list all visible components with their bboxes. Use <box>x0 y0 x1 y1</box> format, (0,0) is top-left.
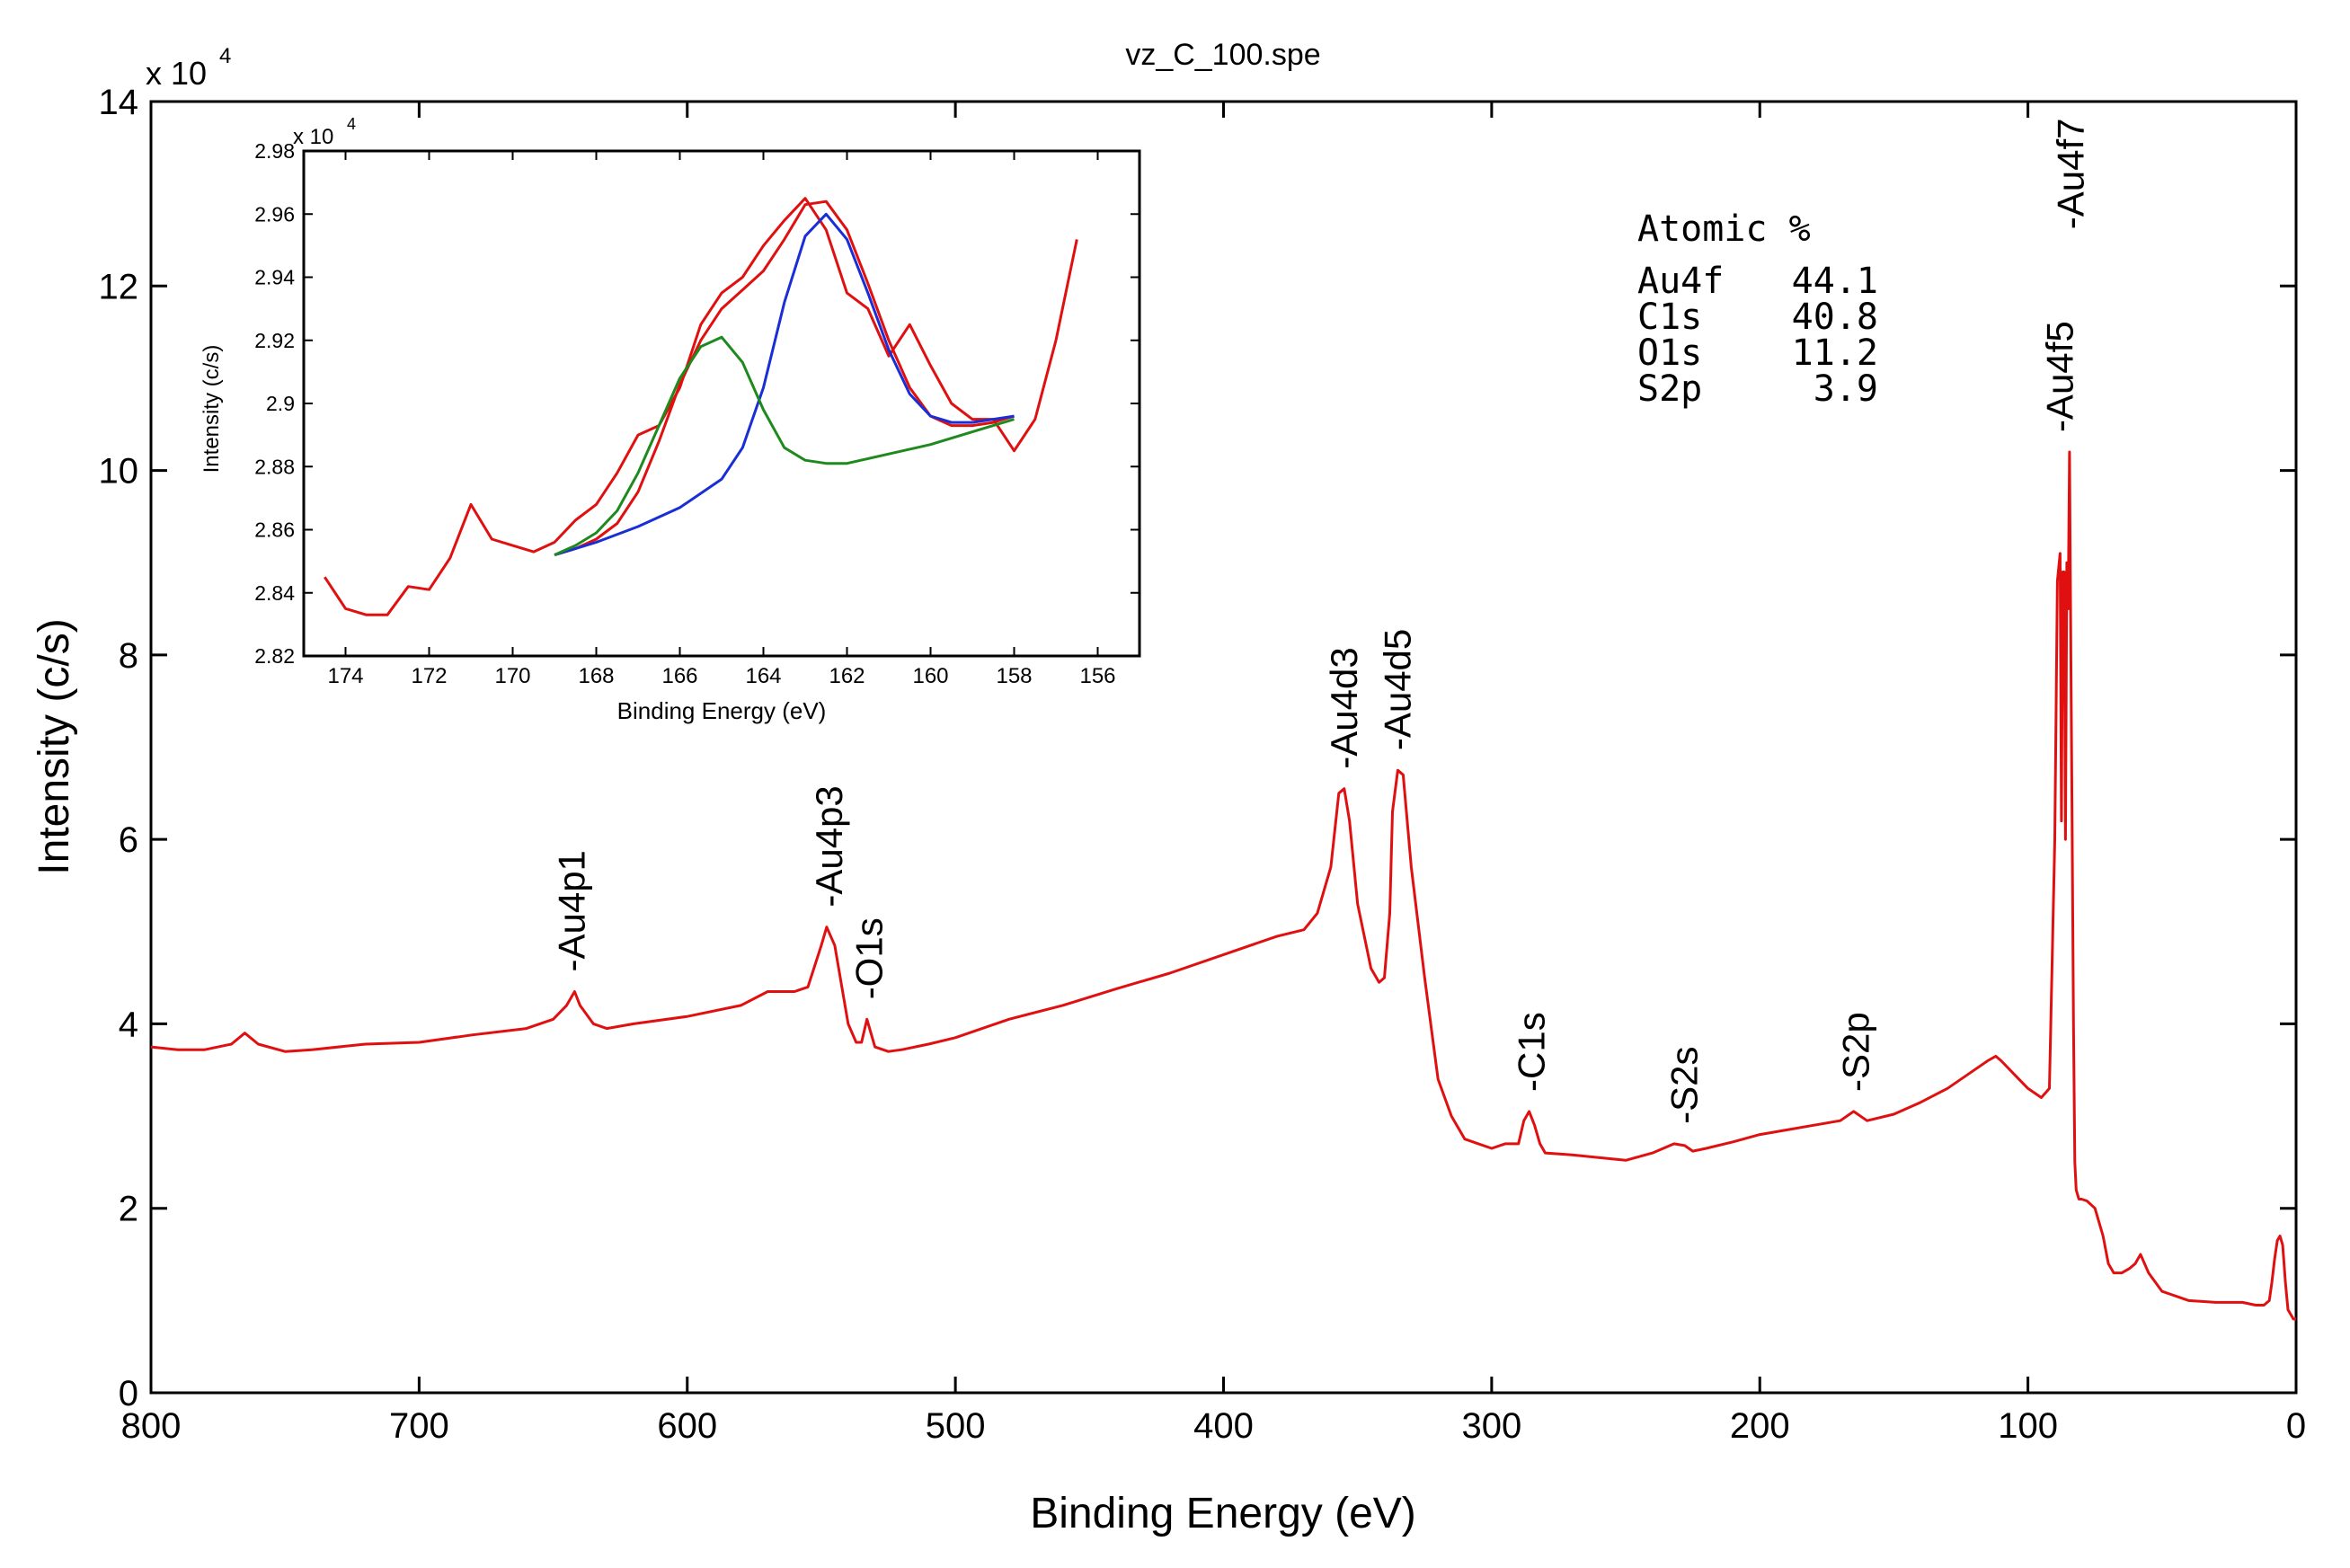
inset-x-tick-label: 168 <box>578 664 614 688</box>
atomic-percent-table: Atomic % Au4f 44.1 C1s 40.8 O1s 11.2 S2p… <box>1637 208 1878 410</box>
inset-y-multiplier: x 10 <box>293 125 333 149</box>
peak-label: -Au4d3 <box>1323 647 1365 768</box>
inset-axis-ticks: 174 172 170 168 166 164 162 160 158 156 2.82 2.84 2.… <box>254 139 1140 688</box>
inset-x-tick-label: 164 <box>745 664 781 688</box>
y-tick-label: 14 <box>99 83 139 122</box>
y-tick-label: 8 <box>119 636 138 676</box>
x-tick-label: 300 <box>1462 1406 1522 1446</box>
y-tick-label: 4 <box>119 1005 138 1044</box>
main-y-multiplier-exponent: 4 <box>219 44 231 68</box>
inset-x-tick-label: 160 <box>912 664 948 688</box>
inset-y-tick-label: 2.92 <box>254 329 295 352</box>
inset-y-multiplier-exponent: 4 <box>347 115 356 133</box>
inset-x-tick-label: 174 <box>327 664 363 688</box>
inset-x-tick-label: 172 <box>411 664 447 688</box>
atomic-row-element: S2p <box>1637 368 1702 410</box>
peak-label: -Au4f5 <box>2038 321 2080 432</box>
inset-raw-line <box>324 197 1078 616</box>
y-tick-label: 6 <box>119 820 138 860</box>
inset-component-1-line <box>554 212 1015 557</box>
inset-y-tick-label: 2.88 <box>254 455 295 478</box>
x-tick-label: 500 <box>926 1406 986 1446</box>
atomic-row-value: 11.2 <box>1792 332 1878 374</box>
inset-plot: Binding Energy (eV) Intensity (c/s) x 10… <box>200 115 1141 724</box>
atomic-table-title: Atomic % <box>1637 208 1811 250</box>
atomic-row-element: Au4f <box>1637 261 1724 302</box>
peak-label: -Au4d5 <box>1376 629 1418 750</box>
peak-label: -O1s <box>848 917 891 999</box>
x-tick-label: 0 <box>2286 1406 2306 1446</box>
atomic-row-value: 40.8 <box>1792 297 1878 338</box>
inset-x-tick-label: 166 <box>661 664 697 688</box>
peak-label: -Au4p3 <box>808 785 850 907</box>
main-plot: vz_C_100.spe Binding Energy (eV) Intensi… <box>31 38 2306 1537</box>
peak-labels: -Au4p1 -Au4p3 -O1s -Au4d3 -Au4d5 -C1s -S2s -S2p… <box>550 118 2091 1123</box>
x-tick-label: 200 <box>1730 1406 1790 1446</box>
x-tick-label: 700 <box>389 1406 449 1446</box>
x-tick-label: 800 <box>121 1406 182 1446</box>
inset-y-tick-label: 2.98 <box>254 139 295 163</box>
y-tick-label: 0 <box>119 1374 138 1413</box>
peak-label: -Au4f7 <box>2049 118 2091 229</box>
main-series-group <box>150 450 2296 1321</box>
survey-spectrum-line <box>150 450 2296 1321</box>
inset-x-tick-label: 162 <box>829 664 865 688</box>
peak-label: -Au4p1 <box>550 850 592 971</box>
main-axis-ticks: 800 700 600 500 400 300 200 100 0 0 2 4 6 8 10 12 14 <box>99 83 2307 1446</box>
y-tick-label: 2 <box>119 1190 138 1229</box>
atomic-row-value: 44.1 <box>1792 261 1878 302</box>
peak-label: -S2p <box>1835 1012 1877 1092</box>
x-tick-label: 100 <box>1998 1406 2058 1446</box>
inset-y-tick-label: 2.96 <box>254 202 295 226</box>
inset-y-tick-label: 2.82 <box>254 644 295 668</box>
inset-x-axis-label: Binding Energy (eV) <box>617 697 827 724</box>
inset-component-2-line <box>554 335 1015 556</box>
inset-x-tick-label: 156 <box>1079 664 1115 688</box>
inset-y-axis-label: Intensity (c/s) <box>200 345 224 474</box>
inset-x-tick-label: 170 <box>494 664 530 688</box>
main-x-axis-label: Binding Energy (eV) <box>1030 1490 1416 1537</box>
atomic-row-element: C1s <box>1637 297 1702 338</box>
inset-y-tick-label: 2.84 <box>254 581 295 605</box>
x-tick-label: 400 <box>1193 1406 1254 1446</box>
inset-y-tick-label: 2.86 <box>254 518 295 542</box>
x-tick-label: 600 <box>657 1406 717 1446</box>
main-title: vz_C_100.spe <box>1125 38 1320 72</box>
inset-y-tick-label: 2.94 <box>254 266 295 289</box>
main-y-multiplier: x 10 <box>146 55 207 92</box>
inset-y-tick-label: 2.9 <box>266 392 295 415</box>
y-tick-label: 12 <box>99 267 139 306</box>
peak-label: -S2s <box>1663 1047 1706 1124</box>
inset-series-group <box>324 197 1078 616</box>
inset-x-tick-label: 158 <box>996 664 1032 688</box>
atomic-row-value: 3.9 <box>1813 368 1878 410</box>
y-tick-label: 10 <box>99 452 139 492</box>
peak-label: -C1s <box>1511 1012 1553 1092</box>
inset-plot-frame <box>302 149 1141 658</box>
main-y-axis-label: Intensity (c/s) <box>31 618 78 874</box>
atomic-row-element: O1s <box>1637 332 1702 374</box>
